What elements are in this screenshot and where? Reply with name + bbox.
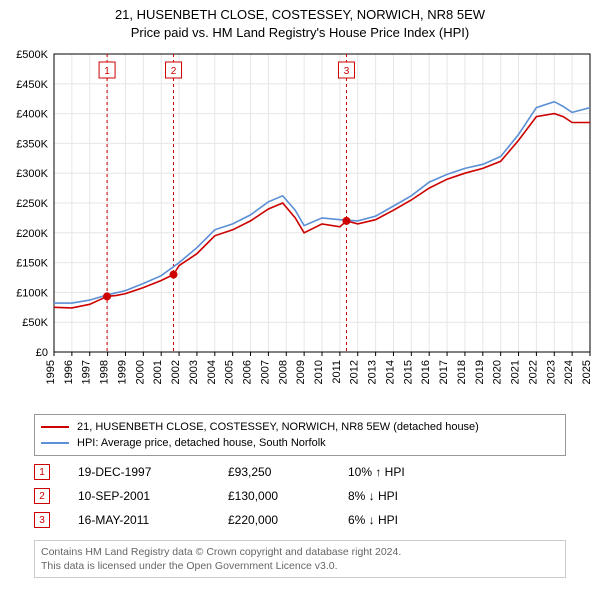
svg-text:3: 3 [344,66,350,77]
svg-text:£150K: £150K [16,258,48,270]
sales-row-3: 3 16-MAY-2011 £220,000 6% ↓ HPI [34,508,566,532]
chart-svg: £0 £50K £100K £150K £200K £250K £300K £350K £400… [0,46,600,406]
svg-text:£100K: £100K [16,287,48,299]
svg-text:2013: 2013 [367,360,379,384]
page-root: 21, HUSENBETH CLOSE, COSTESSEY, NORWICH,… [0,0,600,590]
sale-date-3: 16-MAY-2011 [78,513,228,527]
svg-text:2003: 2003 [188,360,200,384]
sales-row-1: 1 19-DEC-1997 £93,250 10% ↑ HPI [34,460,566,484]
svg-text:1997: 1997 [81,360,93,384]
sale-marker-3: 3 [34,512,50,528]
svg-text:2001: 2001 [152,360,164,384]
svg-text:2019: 2019 [474,360,486,384]
svg-text:£450K: £450K [16,79,48,91]
sale-delta-3: 6% ↓ HPI [348,513,468,527]
svg-text:2017: 2017 [438,360,450,384]
svg-text:1995: 1995 [45,360,57,384]
svg-text:£400K: £400K [16,109,48,121]
sale-delta-1: 10% ↑ HPI [348,465,468,479]
legend-swatch-property [41,426,69,428]
svg-text:2008: 2008 [277,360,289,384]
svg-text:2016: 2016 [420,360,432,384]
chart: £0 £50K £100K £150K £200K £250K £300K £350K £400… [0,46,600,406]
svg-text:2023: 2023 [545,360,557,384]
svg-text:2: 2 [171,66,177,77]
legend-label-property: 21, HUSENBETH CLOSE, COSTESSEY, NORWICH,… [77,421,479,433]
svg-text:£0: £0 [36,347,48,359]
footer: Contains HM Land Registry data © Crown c… [34,540,566,578]
svg-text:2022: 2022 [527,360,539,384]
sale-date-1: 19-DEC-1997 [78,465,228,479]
svg-text:2012: 2012 [349,360,361,384]
svg-text:£50K: £50K [22,317,48,329]
svg-text:1996: 1996 [63,360,75,384]
svg-text:1999: 1999 [116,360,128,384]
legend-row-hpi: HPI: Average price, detached house, Sout… [41,435,559,451]
svg-text:2005: 2005 [224,360,236,384]
svg-text:2002: 2002 [170,360,182,384]
legend: 21, HUSENBETH CLOSE, COSTESSEY, NORWICH,… [34,414,566,456]
sale-marker-2: 2 [34,488,50,504]
svg-text:1998: 1998 [99,360,111,384]
footer-line-1: Contains HM Land Registry data © Crown c… [41,545,559,559]
title-block: 21, HUSENBETH CLOSE, COSTESSEY, NORWICH,… [0,0,600,42]
sale-price-3: £220,000 [228,513,348,527]
footer-line-2: This data is licensed under the Open Gov… [41,559,559,573]
svg-text:£250K: £250K [16,198,48,210]
legend-swatch-hpi [41,442,69,444]
svg-text:2021: 2021 [510,360,522,384]
svg-text:2006: 2006 [242,360,254,384]
svg-text:2000: 2000 [134,360,146,384]
sale-price-1: £93,250 [228,465,348,479]
svg-text:£300K: £300K [16,168,48,180]
svg-text:2018: 2018 [456,360,468,384]
svg-text:2014: 2014 [384,360,396,384]
svg-text:2010: 2010 [313,360,325,384]
legend-row-property: 21, HUSENBETH CLOSE, COSTESSEY, NORWICH,… [41,419,559,435]
sales-row-2: 2 10-SEP-2001 £130,000 8% ↓ HPI [34,484,566,508]
sale-marker-1: 1 [34,464,50,480]
title-line-2: Price paid vs. HM Land Registry's House … [0,24,600,42]
svg-text:2015: 2015 [402,360,414,384]
svg-text:2025: 2025 [581,360,593,384]
svg-text:2007: 2007 [259,360,271,384]
svg-text:2009: 2009 [295,360,307,384]
legend-label-hpi: HPI: Average price, detached house, Sout… [77,437,326,449]
svg-text:£350K: £350K [16,138,48,150]
svg-text:£500K: £500K [16,49,48,61]
svg-text:1: 1 [104,66,110,77]
svg-text:2020: 2020 [492,360,504,384]
sale-date-2: 10-SEP-2001 [78,489,228,503]
svg-text:£200K: £200K [16,228,48,240]
title-line-1: 21, HUSENBETH CLOSE, COSTESSEY, NORWICH,… [0,6,600,24]
svg-text:2004: 2004 [206,360,218,384]
sale-price-2: £130,000 [228,489,348,503]
svg-text:2011: 2011 [331,360,343,384]
svg-text:2024: 2024 [563,360,575,384]
sales-table: 1 19-DEC-1997 £93,250 10% ↑ HPI 2 10-SEP… [34,460,566,532]
sale-delta-2: 8% ↓ HPI [348,489,468,503]
